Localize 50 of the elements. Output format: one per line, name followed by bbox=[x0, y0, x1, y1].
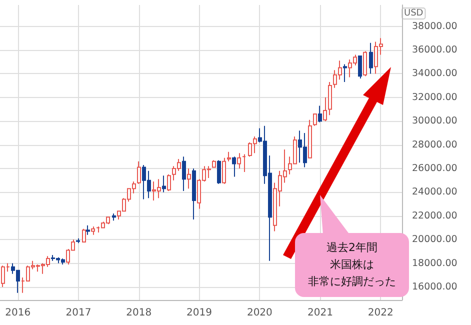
x-tick-label: 2021 bbox=[308, 308, 333, 318]
candlestick bbox=[237, 152, 241, 169]
y-tick-label: 24000.00 bbox=[412, 186, 458, 198]
annotation: 非常に好調だった bbox=[307, 274, 397, 290]
candlestick bbox=[363, 50, 367, 77]
candlestick bbox=[323, 96, 327, 122]
y-tick-label: 28000.00 bbox=[412, 139, 458, 150]
y-tick-label: 18000.00 bbox=[412, 258, 458, 269]
candlestick bbox=[227, 151, 231, 162]
candlestick bbox=[369, 42, 373, 74]
y-tick-label: 20000.00 bbox=[412, 234, 458, 246]
candlestick bbox=[82, 228, 86, 242]
x-tick-label: 2018 bbox=[126, 308, 152, 318]
candlestick bbox=[162, 175, 166, 193]
annotation: 米国株は bbox=[329, 257, 375, 273]
candlestick bbox=[313, 113, 317, 126]
candlestick bbox=[167, 174, 171, 192]
candlestick bbox=[187, 168, 191, 190]
candlestick bbox=[308, 119, 312, 158]
candlestick bbox=[318, 105, 322, 123]
candlestick bbox=[86, 224, 90, 236]
x-tick-label: 2020 bbox=[246, 308, 272, 318]
candlestick bbox=[182, 156, 186, 192]
y-axis-title: USD bbox=[404, 8, 424, 18]
candlestick bbox=[358, 55, 362, 79]
y-tick-label: 36000.00 bbox=[412, 44, 458, 56]
candlestick bbox=[212, 160, 216, 168]
x-tick-label: 2022 bbox=[368, 308, 394, 318]
candlestick bbox=[91, 226, 95, 236]
y-tick-label: 34000.00 bbox=[412, 68, 458, 80]
y-tick-label: 32000.00 bbox=[412, 92, 458, 103]
y-tick-label: 30000.00 bbox=[412, 116, 458, 127]
candlestick bbox=[192, 168, 196, 220]
candlestick bbox=[242, 154, 246, 173]
x-tick-label: 2017 bbox=[66, 308, 92, 318]
x-tick-label: 2019 bbox=[186, 308, 212, 318]
candlestick bbox=[222, 157, 226, 184]
y-tick-label: 22000.00 bbox=[412, 210, 458, 222]
annotation: 過去2年間 bbox=[326, 240, 378, 256]
candlestick bbox=[343, 64, 347, 83]
candlestick bbox=[112, 213, 116, 222]
x-tick-label: 2016 bbox=[5, 308, 31, 318]
candlestick bbox=[217, 160, 221, 184]
y-tick-label: 38000.00 bbox=[412, 20, 458, 32]
y-tick-label: 16000.00 bbox=[412, 281, 458, 292]
y-tick-label: 26000.00 bbox=[412, 162, 458, 174]
candlestick bbox=[328, 82, 332, 116]
candlestick bbox=[76, 238, 80, 244]
candlestick bbox=[137, 160, 141, 184]
candlestick bbox=[232, 156, 236, 178]
